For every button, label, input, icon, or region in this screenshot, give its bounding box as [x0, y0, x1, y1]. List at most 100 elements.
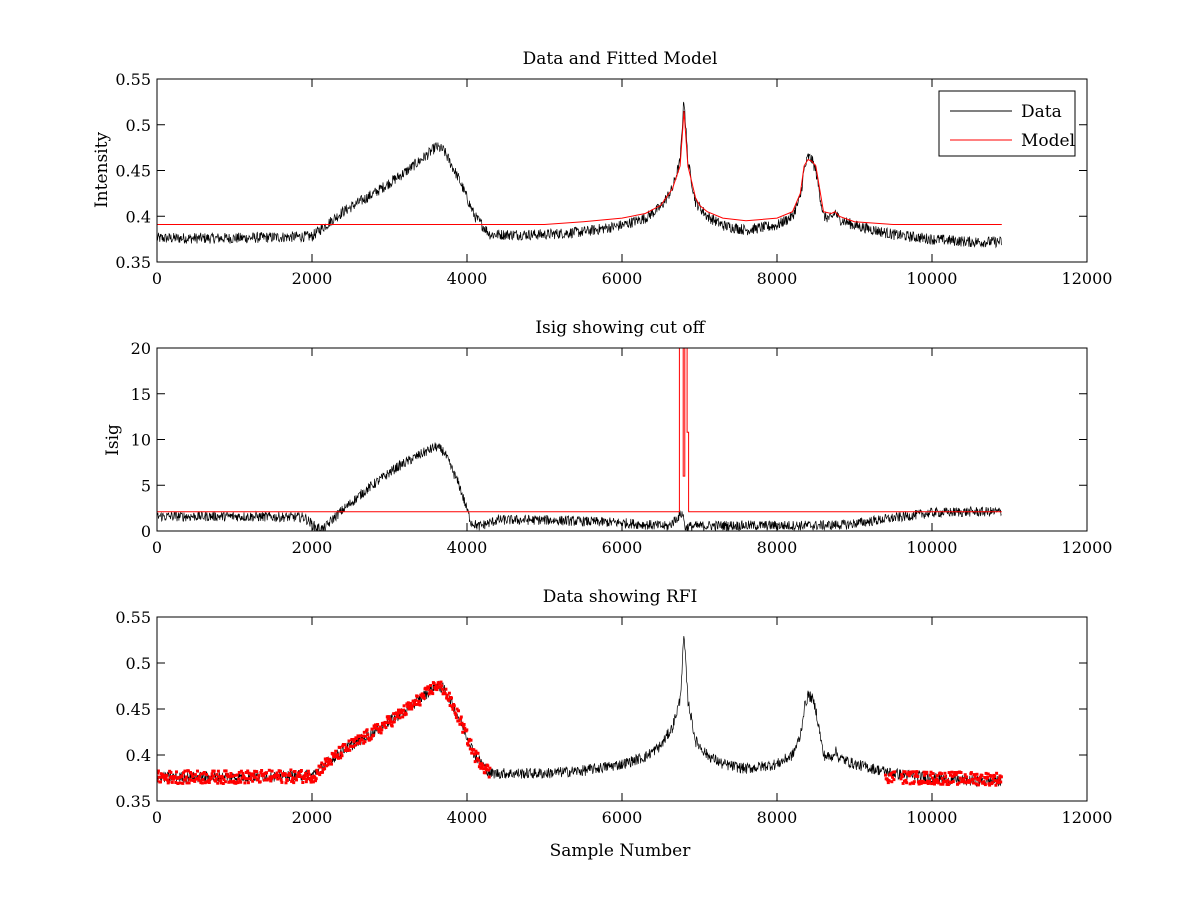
- rfi-point: [330, 762, 333, 766]
- rfi-point: [241, 771, 245, 775]
- rfi-point: [376, 723, 380, 726]
- rfi-point: [965, 780, 969, 784]
- x-tick-label: 0: [152, 269, 162, 288]
- rfi-point: [431, 692, 435, 696]
- rfi-point: [994, 783, 998, 787]
- rfi-point: [957, 781, 961, 785]
- rfi-point: [362, 730, 366, 734]
- rfi-point: [928, 773, 932, 777]
- rfi-point: [187, 781, 191, 785]
- rfi-point: [950, 770, 954, 774]
- rfi-point: [884, 773, 887, 777]
- rfi-point: [320, 761, 324, 765]
- rfi-point: [406, 705, 410, 709]
- rfi-point: [912, 781, 916, 785]
- panel-2: Isig showing cut off Isig 0 2000 4000 6000 8…: [103, 318, 1112, 557]
- rfi-point: [971, 778, 975, 782]
- rfi-point: [899, 777, 903, 781]
- rfi-point: [371, 733, 375, 737]
- rfi-point: [246, 781, 250, 785]
- rfi-point: [933, 779, 937, 783]
- legend-model-label: Model: [1021, 131, 1075, 151]
- x-tick-label: 8000: [757, 269, 798, 288]
- rfi-point: [434, 683, 438, 687]
- rfi-point: [952, 773, 956, 777]
- rfi-point: [890, 780, 894, 784]
- rfi-point: [944, 775, 948, 779]
- rfi-point: [205, 773, 208, 777]
- rfi-point: [406, 701, 410, 705]
- rfi-point: [937, 781, 941, 785]
- rfi-point: [996, 779, 1000, 783]
- rfi-point: [334, 749, 338, 753]
- rfi-point: [997, 777, 1001, 781]
- rfi-point: [939, 782, 943, 786]
- rfi-point: [278, 776, 282, 780]
- rfi-point: [363, 740, 367, 744]
- rfi-point: [182, 771, 185, 775]
- rfi-point: [983, 776, 987, 779]
- rfi-point: [908, 782, 912, 786]
- rfi-point: [462, 723, 466, 726]
- legend-data-label: Data: [1021, 102, 1062, 122]
- rfi-point: [267, 777, 271, 781]
- panel-2-series-layer: [157, 348, 1002, 531]
- rfi-point: [289, 768, 293, 772]
- x-tick-label: 0: [152, 808, 162, 827]
- rfi-point: [963, 773, 967, 777]
- rfi-point: [443, 692, 447, 696]
- y-tick-label: 15: [131, 385, 151, 404]
- panel-3-rfi-points: [157, 680, 1003, 787]
- rfi-point: [210, 772, 214, 776]
- rfi-point: [457, 709, 460, 713]
- rfi-point: [304, 780, 308, 784]
- rfi-point: [986, 772, 990, 776]
- rfi-point: [990, 781, 994, 785]
- rfi-point: [983, 783, 987, 787]
- rfi-point: [474, 749, 478, 753]
- rfi-point: [914, 772, 918, 776]
- x-tick-label: 10000: [907, 808, 958, 827]
- x-tick-label: 10000: [907, 538, 958, 557]
- rfi-point: [465, 728, 469, 732]
- rfi-point: [440, 684, 444, 688]
- y-tick-label: 5: [141, 476, 151, 495]
- rfi-point: [402, 704, 406, 708]
- rfi-point: [401, 708, 405, 712]
- rfi-point: [968, 779, 972, 783]
- rfi-point: [393, 717, 397, 720]
- rfi-point: [488, 766, 492, 770]
- rfi-point: [923, 773, 927, 777]
- rfi-point: [298, 774, 302, 777]
- rfi-point: [415, 694, 419, 698]
- rfi-point: [283, 772, 287, 776]
- rfi-point: [237, 777, 241, 781]
- x-tick-label: 6000: [602, 269, 643, 288]
- rfi-point: [157, 771, 160, 775]
- rfi-point: [407, 707, 411, 711]
- rfi-point: [323, 757, 327, 761]
- rfi-point: [249, 777, 252, 781]
- panel-3-plot-area: 0 2000 4000 6000 8000 10000 12000 0.35 0.4 0.45 0.…: [115, 608, 1112, 827]
- rfi-point: [463, 726, 467, 730]
- rfi-point: [170, 780, 174, 784]
- rfi-point: [214, 779, 218, 783]
- rfi-point: [481, 763, 485, 767]
- rfi-point: [942, 779, 946, 783]
- rfi-point: [905, 781, 909, 785]
- rfi-point: [918, 779, 922, 783]
- rfi-point: [401, 715, 405, 719]
- rfi-point: [255, 770, 259, 774]
- rfi-point: [181, 781, 185, 785]
- rfi-point: [993, 774, 996, 778]
- rfi-point: [167, 780, 171, 784]
- rfi-point: [370, 727, 374, 731]
- panel-1: Data and Fitted Model Intensity 0 2000 400…: [92, 49, 1112, 288]
- rfi-point: [432, 682, 436, 685]
- rfi-point: [256, 777, 260, 781]
- rfi-point: [364, 734, 368, 738]
- rfi-point: [479, 766, 483, 770]
- rfi-point: [893, 770, 897, 774]
- rfi-point: [246, 769, 250, 773]
- rfi-point: [253, 775, 257, 779]
